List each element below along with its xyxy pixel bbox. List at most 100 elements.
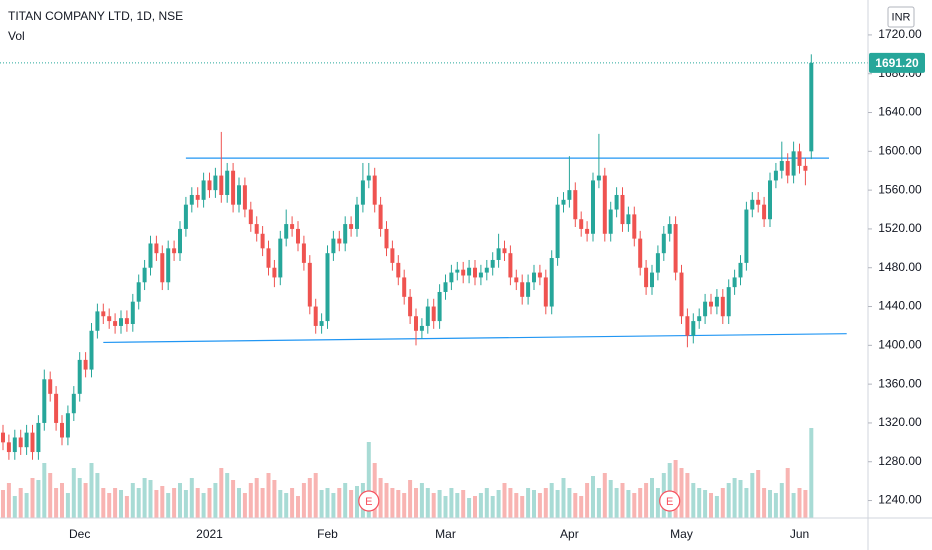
candle-body: [160, 253, 165, 283]
currency-box[interactable]: [887, 6, 915, 28]
volume-bar: [290, 488, 295, 518]
trendline: [103, 333, 847, 344]
chart-title: TITAN COMPANY LTD, 1D, NSE: [8, 9, 183, 23]
volume-bar: [644, 483, 649, 518]
candle-body: [77, 359, 82, 394]
candle-body: [620, 194, 625, 225]
volume-bar: [803, 490, 808, 518]
candle-body: [520, 282, 525, 297]
volume-bar: [732, 478, 737, 518]
volume-bar: [655, 488, 660, 518]
volume-bar: [384, 483, 389, 518]
volume-bar: [1, 490, 5, 518]
volume-bar: [278, 490, 283, 518]
candle-body: [632, 214, 637, 239]
candle-body: [237, 185, 241, 205]
volume-bar: [154, 490, 159, 518]
volume-label: Vol: [8, 29, 25, 43]
volume-bar: [773, 493, 778, 518]
candle-body: [514, 277, 519, 283]
candle-body: [591, 180, 595, 234]
volume-bar: [579, 496, 584, 518]
candle-body: [107, 316, 112, 322]
volume-bar: [555, 490, 560, 518]
candle-body: [661, 233, 666, 254]
candle-body: [18, 437, 23, 448]
volume-bar: [532, 490, 536, 518]
volume-bar: [602, 473, 607, 518]
candle-body: [443, 282, 448, 292]
volume-bar: [166, 493, 171, 518]
candle-body: [30, 432, 35, 453]
volume-bar: [60, 483, 64, 518]
volume-bar: [195, 488, 200, 518]
candle-body: [136, 282, 141, 302]
candle-body: [744, 209, 749, 263]
volume-bar: [201, 493, 206, 518]
candle-body: [508, 253, 513, 278]
candle-body: [183, 204, 188, 229]
volume-bar: [549, 483, 554, 518]
candle-body: [691, 321, 696, 336]
volume-bar: [272, 480, 277, 518]
candle-body: [650, 272, 654, 288]
candle-body: [213, 175, 218, 191]
x-tick-label: Feb: [317, 527, 338, 541]
volume-bar: [36, 480, 41, 518]
candle-body: [809, 62, 814, 152]
candle-body: [703, 301, 708, 317]
candle-body: [685, 316, 690, 336]
candle-body: [673, 224, 678, 273]
volume-bar: [437, 490, 442, 518]
volume-bar: [124, 496, 129, 518]
volume-bar: [142, 478, 147, 518]
x-tick-label: Mar: [435, 527, 456, 541]
volume-bar: [632, 493, 637, 518]
volume-bar: [408, 480, 413, 518]
candle-body: [437, 291, 442, 322]
candle-body: [762, 204, 767, 220]
volume-bar: [284, 493, 289, 518]
volume-bar: [331, 493, 336, 518]
candle-body: [130, 301, 135, 324]
volume-bar: [431, 493, 436, 518]
volume-bar: [750, 473, 755, 518]
volume-bar: [54, 488, 59, 518]
candle-body: [467, 267, 472, 276]
candle-body: [425, 306, 430, 326]
candle-body: [585, 228, 590, 234]
volume-bar: [585, 483, 590, 518]
y-tick-label: 1360.00: [878, 376, 922, 390]
x-tick-label: Jun: [790, 527, 809, 541]
volume-bar: [608, 480, 613, 518]
y-tick-label: 1560.00: [878, 182, 922, 196]
volume-bar: [402, 493, 407, 518]
candle-body: [490, 259, 495, 268]
candle-body: [414, 316, 418, 331]
candle-body: [543, 277, 548, 307]
candle-body: [24, 432, 29, 448]
candle-body: [89, 330, 94, 370]
volume-bar: [496, 490, 501, 518]
x-tick-label: Dec: [69, 527, 90, 541]
volume-bar: [419, 483, 424, 518]
volume-bar: [189, 478, 194, 518]
volume-bar: [101, 488, 106, 518]
candle-body: [71, 393, 76, 414]
volume-bar: [443, 496, 448, 518]
volume-bar: [691, 483, 696, 518]
volume-bar: [24, 493, 29, 518]
volume-bar: [508, 488, 513, 518]
volume-bar: [349, 490, 354, 518]
volume-bar: [714, 496, 719, 518]
candle-body: [390, 248, 395, 263]
candle-body: [614, 194, 619, 210]
candle-body: [732, 277, 737, 288]
volume-bar: [756, 470, 761, 518]
volume-bar: [366, 442, 371, 518]
candle-body: [526, 282, 531, 297]
candle-body: [6, 442, 11, 453]
candle-body: [697, 316, 702, 322]
earnings-marker: [358, 490, 380, 512]
